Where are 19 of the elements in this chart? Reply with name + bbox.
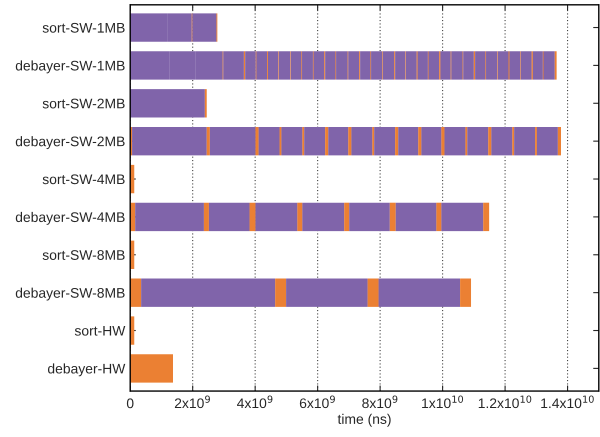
y-tick-label: debayer-SW-1MB (16, 60, 125, 74)
x-tick-label: 1.2x10$^{10}$ (478, 395, 532, 408)
y-tick-label: debayer-SW-8MB (16, 288, 125, 301)
y-tick-label: sort-SW-1MB (42, 22, 125, 33)
x-tick-label: 0 (126, 398, 134, 408)
x-tick-label: 1x10$^{10}$ (422, 395, 464, 408)
x-tick-label: 1.4x10$^{10}$ (541, 395, 594, 408)
x-tick-label: 8x10$^{9}$ (362, 395, 398, 408)
y-tick-label: debayer-SW-2MB (16, 136, 125, 150)
x-tick-label: 2x10$^{9}$ (174, 395, 210, 408)
y-tick-label: sort-SW-2MB (42, 98, 125, 108)
x-tick-label: 6x10$^{9}$ (300, 395, 335, 408)
y-tick-label: sort-SW-8MB (42, 250, 125, 260)
y-tick-label: sort-SW-4MB (42, 174, 125, 184)
y-tick-label: debayer-HW (48, 363, 126, 376)
y-tick-label: sort-HW (74, 326, 126, 336)
x-axis-title: time (ns) (338, 414, 391, 427)
x-tick-label: 4x10$^{9}$ (237, 395, 272, 408)
y-tick-label: debayer-SW-4MB (16, 212, 125, 225)
